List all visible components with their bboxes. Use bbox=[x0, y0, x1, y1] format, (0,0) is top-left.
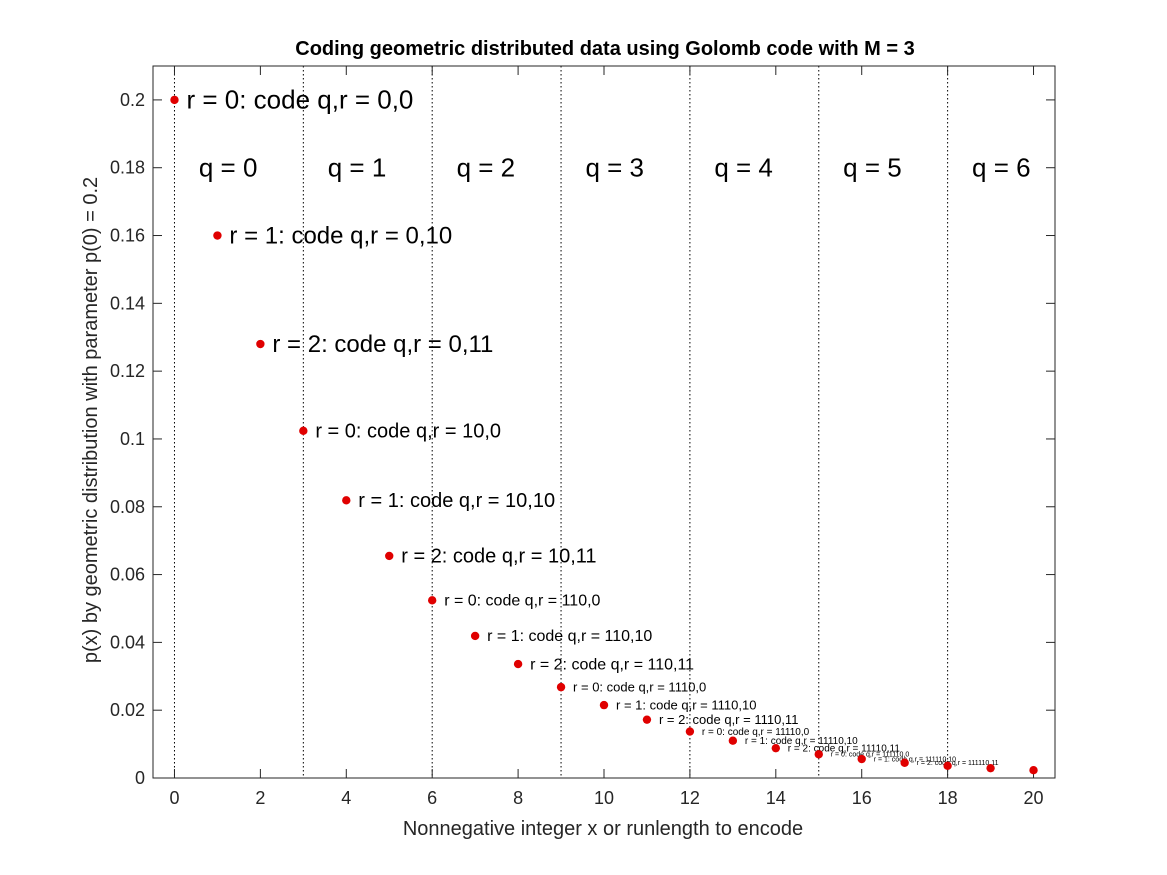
data-point-1 bbox=[213, 231, 222, 240]
data-point-label-2: r = 2: code q,r = 0,11 bbox=[272, 331, 493, 358]
data-point-4 bbox=[342, 496, 351, 505]
x-tick-label-1: 2 bbox=[255, 788, 265, 808]
data-point-6 bbox=[427, 596, 437, 605]
y-tick-label-5: 0.1 bbox=[120, 429, 145, 449]
data-point-label-17: r = 2: code q,r = 111110,11 bbox=[917, 760, 999, 767]
y-axis-title: p(x) by geometric distribution with para… bbox=[80, 177, 102, 663]
chart-title: Coding geometric distributed data using … bbox=[295, 38, 914, 60]
data-point-9 bbox=[556, 682, 566, 692]
data-point-label-3: r = 0: code q,r = 10,0 bbox=[315, 420, 501, 442]
data-point-20 bbox=[1029, 766, 1038, 775]
y-tick-label-7: 0.14 bbox=[110, 293, 145, 313]
data-point-label-15: r = 0: code q,r = 111110,0 bbox=[831, 752, 910, 759]
group-label-q6: q = 6 bbox=[972, 153, 1031, 183]
x-tick-label-7: 14 bbox=[766, 788, 786, 808]
data-point-0 bbox=[170, 95, 179, 105]
x-tick-label-3: 6 bbox=[427, 788, 437, 808]
x-tick-label-5: 10 bbox=[594, 788, 614, 808]
data-point-label-4: r = 1: code q,r = 10,10 bbox=[358, 490, 555, 512]
data-point-12 bbox=[685, 727, 695, 736]
group-label-q4: q = 4 bbox=[714, 153, 773, 183]
data-point-15 bbox=[814, 750, 823, 759]
data-point-label-12: r = 0: code q,r = 11110,0 bbox=[702, 727, 810, 738]
data-point-7 bbox=[470, 631, 480, 641]
data-point-3 bbox=[299, 426, 308, 436]
x-tick-label-10: 20 bbox=[1024, 788, 1044, 808]
data-point-13 bbox=[728, 736, 738, 745]
data-point-18 bbox=[943, 761, 952, 770]
data-point-19 bbox=[986, 763, 995, 773]
y-tick-label-2: 0.04 bbox=[110, 632, 145, 652]
y-tick-label-1: 0.02 bbox=[110, 700, 145, 720]
data-point-label-6: r = 0: code q,r = 110,0 bbox=[444, 593, 600, 610]
x-tick-label-9: 18 bbox=[938, 788, 958, 808]
data-point-label-7: r = 1: code q,r = 110,10 bbox=[487, 628, 652, 645]
data-point-11 bbox=[642, 715, 652, 724]
y-tick-label-9: 0.18 bbox=[110, 158, 145, 178]
group-label-q1: q = 1 bbox=[328, 153, 387, 183]
data-point-label-1: r = 1: code q,r = 0,10 bbox=[229, 222, 452, 249]
data-point-16 bbox=[857, 754, 866, 764]
data-point-label-9: r = 0: code q,r = 1110,0 bbox=[573, 679, 706, 694]
y-tick-label-0: 0 bbox=[135, 768, 145, 788]
data-point-label-11: r = 2: code q,r = 1110,11 bbox=[659, 712, 798, 727]
x-tick-label-6: 12 bbox=[680, 788, 700, 808]
data-point-label-13: r = 1: code q,r = 11110,10 bbox=[745, 736, 858, 747]
x-tick-label-2: 4 bbox=[341, 788, 351, 808]
data-point-5 bbox=[385, 551, 394, 561]
data-point-8 bbox=[513, 659, 523, 669]
data-point-label-5: r = 2: code q,r = 10,11 bbox=[401, 546, 596, 568]
group-label-q3: q = 3 bbox=[585, 153, 644, 183]
y-tick-label-4: 0.08 bbox=[110, 497, 145, 517]
group-label-q5: q = 5 bbox=[843, 153, 902, 183]
data-point-10 bbox=[599, 700, 609, 710]
plot-area: 0 2 4 6 8 10 12 14 16 18 20 0 0.02 0.04 0.06 0.08 0.1 0.1… bbox=[110, 65, 1056, 808]
x-tick-label-4: 8 bbox=[513, 788, 523, 808]
data-point-label-10: r = 1: code q,r = 1110,10 bbox=[616, 697, 756, 712]
group-label-q2: q = 2 bbox=[457, 153, 516, 183]
y-tick-label-3: 0.06 bbox=[110, 565, 145, 585]
data-point-label-0: r = 0: code q,r = 0,0 bbox=[186, 84, 413, 114]
x-tick-label-8: 16 bbox=[852, 788, 872, 808]
data-point-label-14: r = 2: code q,r = 11110,11 bbox=[788, 743, 901, 754]
x-axis-title: Nonnegative integer x or runlength to en… bbox=[403, 818, 803, 840]
data-point-label-16: r = 1: code q,r = 111110,10 bbox=[874, 756, 956, 763]
y-tick-label-10: 0.2 bbox=[120, 90, 145, 110]
data-point-label-8: r = 2: code q,r = 110,11 bbox=[530, 656, 694, 673]
data-point-14 bbox=[771, 743, 781, 753]
x-tick-label-0: 0 bbox=[169, 788, 179, 808]
group-label-q0: q = 0 bbox=[199, 153, 258, 183]
data-point-2 bbox=[256, 339, 265, 349]
y-tick-label-8: 0.16 bbox=[110, 226, 145, 246]
data-point-17 bbox=[900, 758, 909, 767]
y-tick-label-6: 0.12 bbox=[110, 361, 145, 381]
